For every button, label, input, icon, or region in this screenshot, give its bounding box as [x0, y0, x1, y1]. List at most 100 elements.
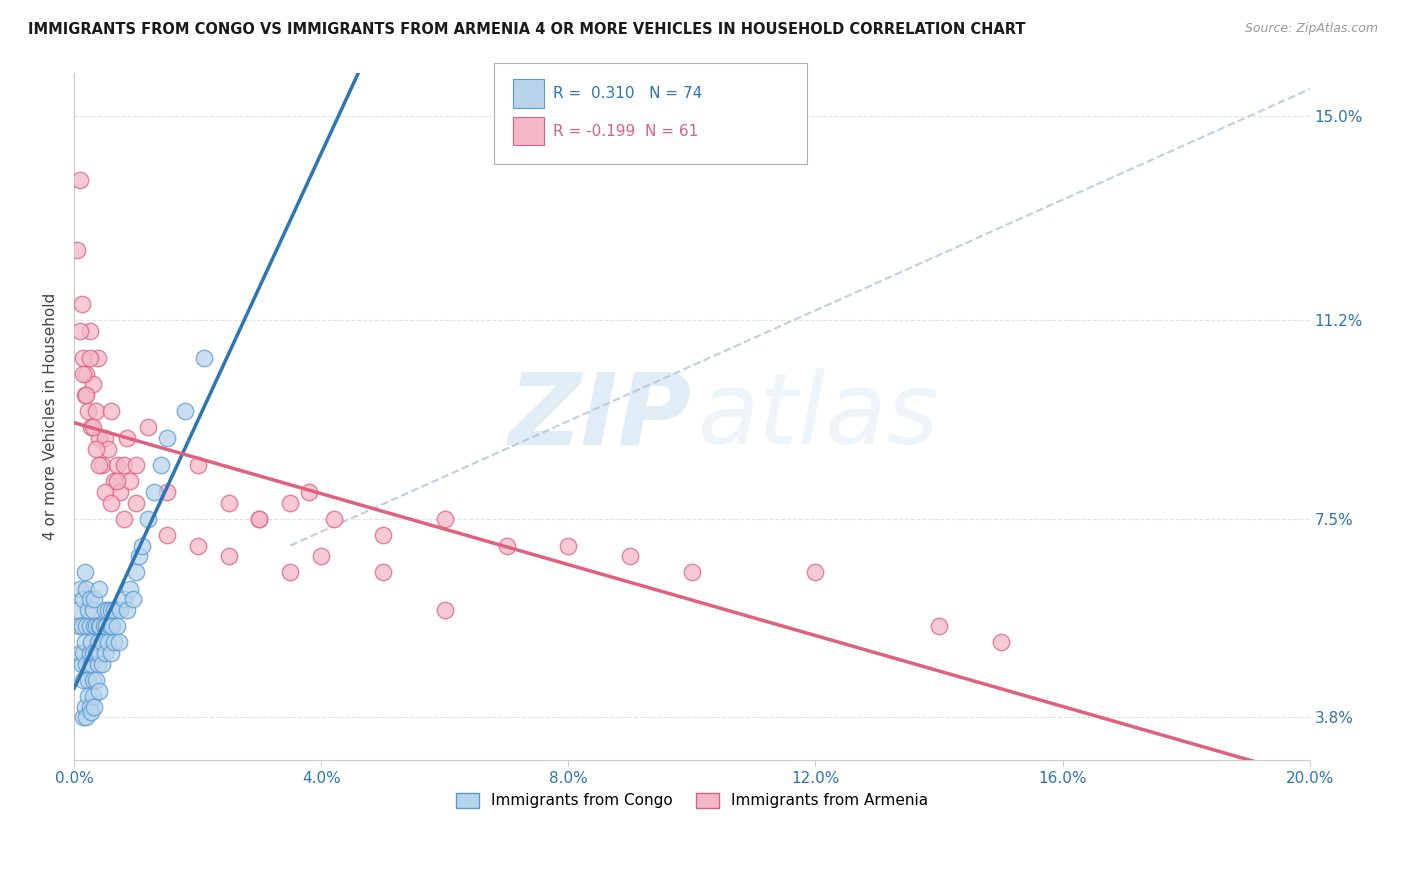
- Point: [94, 603, 117, 617]
- Point: [72, 592, 94, 607]
- Point: [131, 539, 153, 553]
- Point: [118, 474, 141, 488]
- Point: [110, 603, 132, 617]
- Point: [103, 474, 125, 488]
- Point: [681, 566, 703, 580]
- Point: [87, 582, 110, 596]
- Point: [218, 549, 240, 564]
- Point: [87, 458, 110, 472]
- Point: [98, 619, 121, 633]
- Text: atlas: atlas: [697, 368, 939, 466]
- Point: [80, 705, 103, 719]
- Point: [80, 635, 103, 649]
- Point: [249, 512, 271, 526]
- Point: [101, 619, 124, 633]
- Point: [84, 619, 107, 633]
- Point: [79, 324, 101, 338]
- Point: [79, 592, 101, 607]
- Point: [75, 619, 97, 633]
- Point: [990, 635, 1012, 649]
- Point: [87, 683, 110, 698]
- Point: [100, 646, 122, 660]
- Point: [278, 566, 301, 580]
- Point: [804, 566, 827, 580]
- Point: [100, 404, 122, 418]
- Point: [75, 710, 97, 724]
- Point: [125, 495, 148, 509]
- Point: [125, 458, 148, 472]
- Point: [96, 619, 118, 633]
- Point: [156, 484, 179, 499]
- Point: [90, 635, 112, 649]
- Point: [75, 566, 97, 580]
- Point: [70, 297, 93, 311]
- Point: [86, 635, 108, 649]
- Point: [90, 657, 112, 671]
- Point: [83, 592, 105, 607]
- Point: [136, 512, 159, 526]
- Point: [72, 351, 94, 365]
- Point: [90, 458, 112, 472]
- Point: [495, 539, 517, 553]
- Point: [118, 582, 141, 596]
- Point: [84, 404, 107, 418]
- Point: [110, 484, 132, 499]
- Point: [112, 592, 135, 607]
- Point: [82, 673, 104, 687]
- Point: [86, 657, 108, 671]
- Point: [298, 484, 321, 499]
- Point: [115, 603, 138, 617]
- Point: [433, 512, 456, 526]
- Point: [75, 582, 97, 596]
- Point: [72, 710, 94, 724]
- Text: R = -0.199  N = 61: R = -0.199 N = 61: [553, 124, 697, 138]
- Point: [79, 351, 101, 365]
- Point: [76, 603, 98, 617]
- Point: [107, 635, 129, 649]
- Point: [105, 474, 128, 488]
- Point: [87, 619, 110, 633]
- Point: [69, 646, 91, 660]
- Point: [94, 646, 117, 660]
- Point: [75, 635, 97, 649]
- Point: [79, 699, 101, 714]
- Point: [322, 512, 344, 526]
- Point: [156, 431, 179, 445]
- Point: [125, 566, 148, 580]
- Point: [69, 173, 91, 187]
- Point: [82, 377, 104, 392]
- Point: [84, 673, 107, 687]
- Y-axis label: 4 or more Vehicles in Household: 4 or more Vehicles in Household: [44, 293, 58, 541]
- Point: [100, 495, 122, 509]
- Point: [75, 367, 97, 381]
- Point: [80, 420, 103, 434]
- Point: [66, 603, 89, 617]
- Point: [136, 420, 159, 434]
- Point: [143, 484, 166, 499]
- Point: [433, 603, 456, 617]
- Point: [94, 431, 117, 445]
- Point: [112, 512, 135, 526]
- Point: [97, 635, 120, 649]
- Point: [79, 619, 101, 633]
- Point: [70, 619, 93, 633]
- Legend: Immigrants from Congo, Immigrants from Armenia: Immigrants from Congo, Immigrants from A…: [450, 787, 934, 814]
- Point: [103, 635, 125, 649]
- Point: [187, 458, 209, 472]
- Point: [218, 495, 240, 509]
- Point: [93, 619, 115, 633]
- Point: [75, 388, 97, 402]
- Point: [97, 603, 120, 617]
- Point: [82, 603, 104, 617]
- Point: [75, 657, 97, 671]
- Text: Source: ZipAtlas.com: Source: ZipAtlas.com: [1244, 22, 1378, 36]
- Point: [249, 512, 271, 526]
- Point: [309, 549, 332, 564]
- Point: [82, 420, 104, 434]
- Point: [72, 673, 94, 687]
- Point: [105, 458, 128, 472]
- Point: [87, 646, 110, 660]
- Point: [70, 657, 93, 671]
- Text: IMMIGRANTS FROM CONGO VS IMMIGRANTS FROM ARMENIA 4 OR MORE VEHICLES IN HOUSEHOLD: IMMIGRANTS FROM CONGO VS IMMIGRANTS FROM…: [28, 22, 1025, 37]
- Point: [69, 582, 91, 596]
